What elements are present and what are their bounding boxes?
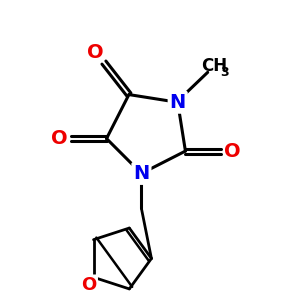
- Text: O: O: [224, 142, 241, 160]
- Text: O: O: [87, 43, 103, 62]
- Text: N: N: [169, 93, 186, 112]
- Text: CH: CH: [201, 57, 227, 75]
- Text: N: N: [133, 164, 150, 183]
- Text: O: O: [81, 276, 96, 294]
- Text: 3: 3: [220, 66, 229, 79]
- Text: O: O: [51, 129, 68, 148]
